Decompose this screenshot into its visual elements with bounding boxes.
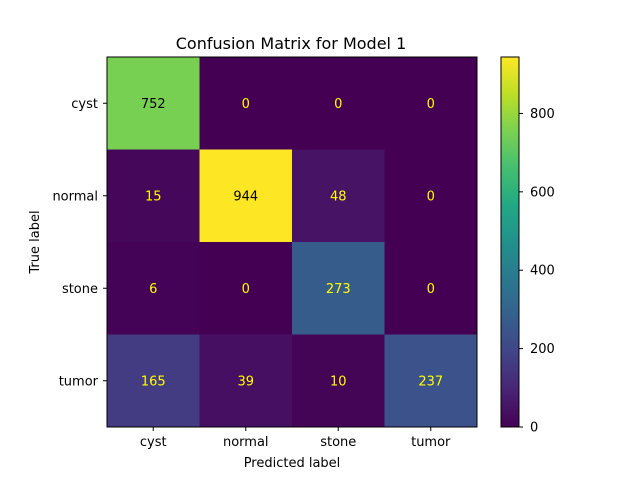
y-tick-label: tumor [59, 374, 99, 389]
matrix-cell [107, 334, 200, 428]
matrix-cell-value: 6 [149, 282, 157, 297]
matrix-cell-value: 0 [242, 282, 250, 297]
matrix-cell [292, 57, 385, 150]
matrix-cell-value: 0 [427, 282, 435, 297]
colorbar-tick-label: 0 [530, 421, 538, 436]
x-tick-label: stone [320, 435, 356, 450]
matrix-cell-labels: 752 0 0 0 15 944 48 0 6 0 273 0 165 39 10 237 [141, 97, 443, 390]
matrix-cell-value: 48 [330, 189, 347, 204]
matrix-cell [199, 149, 293, 243]
y-tick-label: stone [62, 282, 98, 297]
y-axis-label: True label [28, 210, 43, 274]
matrix-cell-value: 15 [145, 189, 162, 204]
chart-title: Confusion Matrix for Model 1 [176, 34, 407, 53]
colorbar-tick-label: 800 [530, 107, 555, 122]
y-axis-ticks: cyst normal stone tumor [52, 97, 107, 389]
matrix-cell-value: 0 [427, 189, 435, 204]
matrix-cell-value: 752 [141, 97, 166, 112]
x-tick-label: cyst [140, 435, 167, 450]
colorbar-tick-label: 400 [530, 264, 555, 279]
x-axis-ticks: cyst normal stone tumor [140, 427, 451, 450]
matrix-cell [292, 334, 385, 428]
colorbar-tick-label: 200 [530, 342, 555, 357]
matrix-cell [384, 334, 478, 428]
matrix-cell-value: 39 [237, 374, 254, 389]
matrix-cell-value: 0 [334, 97, 342, 112]
y-tick-label: normal [52, 189, 98, 204]
matrix-cell-value: 165 [141, 374, 166, 389]
matrix-cell [107, 57, 200, 150]
matrix-cell [292, 149, 385, 243]
matrix-cell [107, 149, 200, 243]
x-tick-label: tumor [411, 435, 451, 450]
matrix-cell-value: 0 [242, 97, 250, 112]
x-axis-label: Predicted label [244, 456, 341, 471]
matrix-cell [292, 242, 385, 335]
colorbar-tick-label: 600 [530, 185, 555, 200]
colorbar-ticks: 0 200 400 600 800 [519, 107, 555, 436]
matrix-cell-value: 237 [418, 374, 443, 389]
y-tick-label: cyst [71, 97, 98, 112]
matrix-cell-value: 10 [330, 374, 347, 389]
matrix-cell [384, 242, 478, 335]
matrix-cell [384, 149, 478, 243]
matrix-cell [107, 242, 200, 335]
matrix-cells [107, 57, 478, 428]
plot-frame [106, 56, 478, 428]
matrix-cell-value: 273 [326, 282, 351, 297]
colorbar [500, 56, 520, 428]
matrix-cell [199, 334, 293, 428]
matrix-cell [199, 57, 293, 150]
matrix-cell [199, 242, 293, 335]
matrix-cell-value: 0 [427, 97, 435, 112]
x-tick-label: normal [223, 435, 269, 450]
matrix-cell [384, 57, 478, 150]
matrix-cell-value: 944 [233, 189, 258, 204]
